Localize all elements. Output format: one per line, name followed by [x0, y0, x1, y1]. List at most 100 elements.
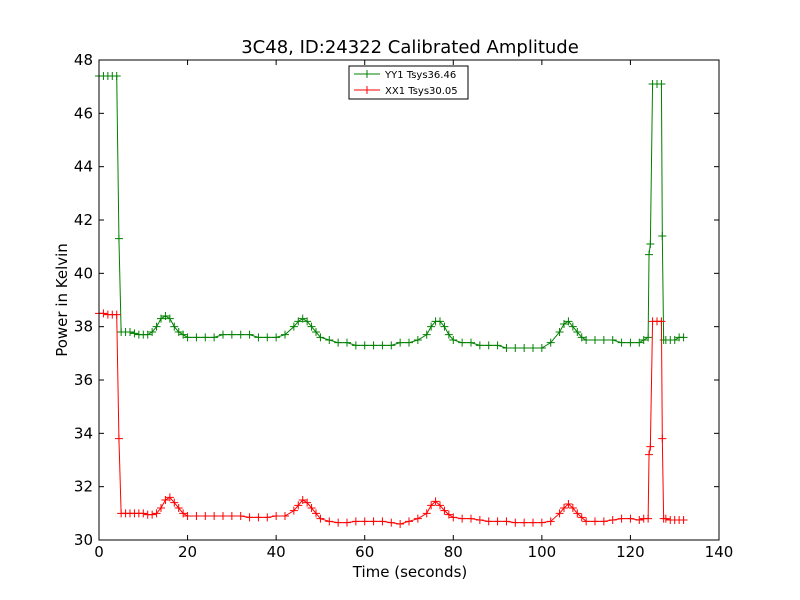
data-point	[577, 333, 586, 342]
data-point	[170, 498, 179, 507]
x-tick-label: 80	[444, 543, 463, 561]
data-point	[555, 509, 564, 518]
data-point	[183, 512, 192, 520]
data-point	[312, 509, 320, 518]
data-point	[475, 341, 484, 350]
data-point	[272, 512, 281, 520]
data-point	[303, 317, 312, 326]
x-tick-label: 20	[178, 543, 197, 561]
x-tick-label: 60	[355, 543, 374, 561]
data-point	[475, 516, 484, 524]
data-point	[646, 240, 655, 248]
data-point	[334, 518, 343, 527]
data-point	[520, 518, 529, 527]
data-point	[114, 234, 123, 243]
data-point	[436, 317, 444, 326]
data-point	[126, 328, 134, 336]
data-point	[511, 518, 520, 527]
y-tick-label: 42	[74, 211, 93, 229]
data-point	[577, 513, 586, 522]
data-point	[316, 333, 325, 342]
plot-series	[95, 72, 688, 528]
data-point	[449, 513, 458, 522]
data-point	[679, 333, 688, 342]
data-point	[351, 517, 360, 526]
data-point	[387, 518, 396, 527]
y-tick-label: 48	[74, 51, 93, 69]
data-point	[555, 328, 564, 336]
data-point	[431, 497, 440, 506]
data-point	[467, 338, 475, 347]
data-point	[325, 517, 334, 526]
data-point	[130, 329, 139, 338]
data-point	[413, 514, 422, 523]
data-point	[679, 516, 688, 524]
data-point	[467, 514, 475, 523]
data-point	[529, 344, 537, 352]
data-point	[546, 517, 555, 526]
data-point	[646, 442, 655, 451]
data-point	[378, 341, 387, 350]
data-point	[165, 493, 174, 502]
data-point	[644, 333, 653, 342]
data-point	[657, 317, 666, 326]
data-point	[369, 341, 378, 350]
data-point	[360, 341, 369, 350]
data-point	[236, 330, 245, 339]
data-point	[227, 512, 236, 520]
data-point	[245, 330, 254, 339]
series-yy1	[95, 72, 688, 352]
data-point	[537, 344, 546, 352]
data-point	[161, 312, 170, 320]
data-point	[608, 516, 617, 524]
data-point	[608, 336, 617, 344]
data-point	[560, 320, 568, 328]
legend-entries: YY1 Tsys36.46 XX1 Tsys30.05	[354, 70, 458, 97]
data-point	[143, 330, 152, 339]
data-point	[413, 336, 422, 344]
y-tick-label: 40	[74, 264, 93, 282]
data-point	[396, 338, 405, 347]
data-point	[303, 498, 312, 507]
y-tick-label: 44	[74, 158, 93, 176]
data-point	[325, 336, 334, 344]
data-point	[617, 514, 626, 523]
data-point	[645, 250, 654, 259]
legend-label: YY1 Tsys36.46	[384, 70, 456, 81]
data-point	[493, 341, 502, 350]
legend-box	[348, 65, 469, 100]
data-point	[635, 516, 644, 524]
data-point	[591, 517, 599, 526]
data-point	[161, 496, 170, 504]
data-point	[112, 72, 121, 80]
data-point	[568, 504, 577, 512]
data-point	[661, 514, 670, 523]
data-point	[537, 518, 546, 527]
data-point	[520, 344, 529, 352]
data-point	[405, 517, 413, 526]
data-point	[440, 322, 449, 331]
x-tick-label: 0	[94, 543, 104, 561]
data-point	[560, 504, 568, 512]
x-tick-label: 40	[267, 543, 286, 561]
data-point	[343, 518, 351, 527]
data-point	[148, 328, 157, 336]
data-point	[201, 512, 210, 520]
data-point	[170, 322, 179, 331]
data-point	[307, 504, 316, 512]
data-point	[148, 510, 157, 519]
data-point	[626, 514, 635, 523]
data-point	[343, 338, 351, 347]
x-axis: 0 20 40 60 80 100 120 140	[94, 60, 733, 561]
data-point	[112, 310, 121, 319]
data-point	[174, 504, 183, 512]
data-point	[227, 330, 236, 339]
data-point	[644, 514, 653, 523]
data-point	[289, 322, 298, 331]
y-tick-label: 30	[74, 531, 93, 549]
data-point	[183, 333, 192, 342]
data-point	[582, 336, 591, 344]
data-point	[658, 232, 667, 240]
data-point	[502, 517, 511, 526]
data-point	[294, 317, 303, 326]
